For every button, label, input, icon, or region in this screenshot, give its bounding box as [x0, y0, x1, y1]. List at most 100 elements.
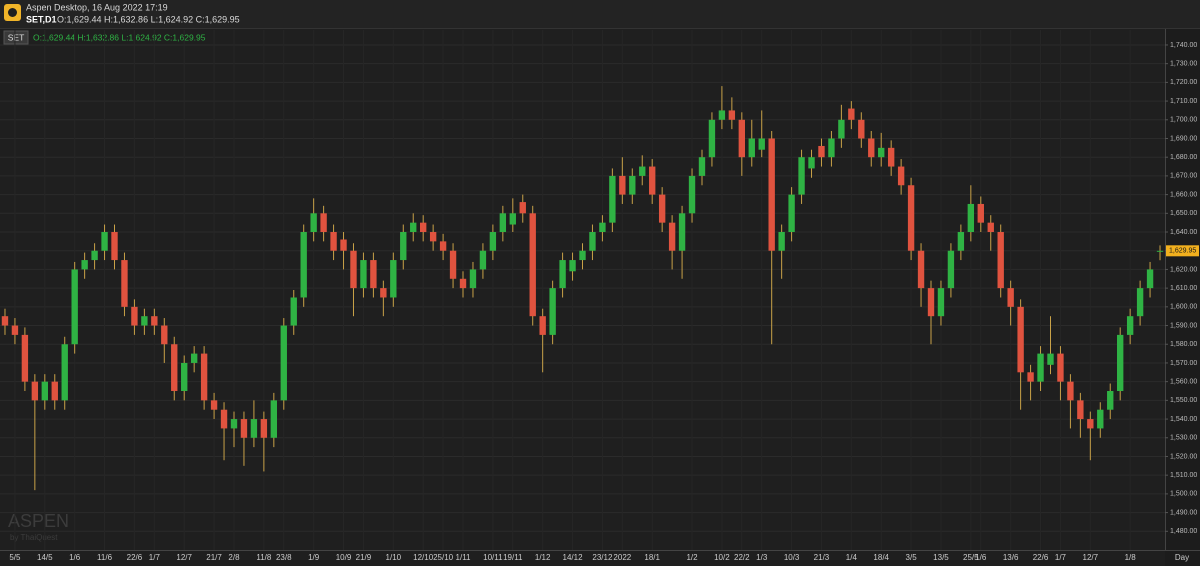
candle-body: [290, 297, 297, 326]
app-icon-mark: [8, 8, 17, 17]
x-tick-label: 1/7: [1055, 553, 1067, 562]
y-tick-label: 1,700.00: [1170, 117, 1197, 124]
candle-body: [977, 203, 984, 223]
x-tick-label: 13/6: [1003, 553, 1019, 562]
candle-body: [559, 260, 566, 289]
x-tick-label: 10/11: [483, 553, 503, 562]
x-tick-label: 1/6: [975, 553, 987, 562]
candle-body: [589, 232, 596, 251]
candle-body: [370, 260, 377, 289]
candle-body: [848, 108, 855, 120]
candle-body: [1067, 381, 1074, 401]
candle-body: [818, 145, 825, 158]
candle-body: [469, 269, 477, 289]
candle-body: [439, 241, 447, 251]
y-tick-label: 1,560.00: [1170, 378, 1197, 385]
x-tick-label: 11/6: [97, 553, 113, 562]
candle-body: [300, 232, 307, 298]
candle-body: [728, 110, 736, 120]
candle-body: [1017, 306, 1024, 373]
y-tick-label: 1,570.00: [1170, 360, 1197, 367]
candle-body: [340, 239, 347, 251]
y-tick-label: 1,710.00: [1170, 98, 1197, 105]
y-tick-label: 1,670.00: [1170, 173, 1197, 180]
last-price-label: 1,629.95: [1169, 248, 1196, 255]
candle-body: [61, 344, 68, 401]
watermark-brand: ASPEN: [8, 511, 69, 531]
y-tick-label: 1,500.00: [1170, 491, 1197, 498]
candle-body: [788, 194, 795, 233]
candle-body: [1077, 400, 1084, 420]
y-tick-label: 1,520.00: [1170, 453, 1197, 460]
window-title: Aspen Desktop, 16 Aug 2022 17:19: [26, 2, 168, 12]
candle-body: [947, 250, 955, 289]
candle-body: [51, 381, 58, 401]
candle-body: [250, 419, 258, 438]
candle-body: [1136, 288, 1144, 317]
candle-body: [878, 147, 885, 158]
candle-body: [181, 362, 188, 392]
x-tick-label: 22/6: [1033, 553, 1049, 562]
x-tick-label: 11/8: [256, 553, 272, 562]
x-tick-label: 12/7: [176, 553, 192, 562]
y-tick-label: 1,740.00: [1170, 42, 1197, 49]
x-tick-label: 18/1: [644, 553, 660, 562]
candle-body: [1156, 250, 1164, 252]
candle-body: [1, 316, 9, 326]
candle-body: [111, 232, 118, 261]
candle-body: [81, 260, 88, 270]
candle-body: [200, 353, 208, 401]
y-tick-label: 1,530.00: [1170, 435, 1197, 442]
candle-body: [619, 175, 626, 195]
candle-body: [11, 325, 19, 335]
candle-body: [151, 316, 158, 326]
x-tick-label: 22/6: [127, 553, 143, 562]
y-tick-label: 1,640.00: [1170, 229, 1197, 236]
candle-body: [220, 409, 228, 429]
candle-body: [668, 222, 676, 251]
candle-body: [270, 400, 278, 438]
candle-body: [987, 222, 994, 233]
candle-body: [161, 325, 168, 345]
candle-body: [549, 288, 556, 335]
candle-body: [489, 232, 497, 251]
candle-body: [400, 232, 407, 261]
candle-body: [658, 194, 666, 223]
candle-body: [41, 381, 48, 401]
candle-body: [579, 250, 586, 261]
series-label: SET: [8, 32, 25, 42]
candle-body: [350, 250, 357, 289]
candle-body: [808, 157, 815, 169]
candle-body: [688, 175, 696, 214]
candle-body: [698, 157, 706, 176]
candle-body: [1037, 353, 1044, 382]
candle-body: [131, 306, 138, 326]
candle-body: [360, 260, 367, 289]
candle-body: [171, 344, 178, 392]
x-tick-label: 2022: [613, 553, 631, 562]
x-tick-label: 10/3: [784, 553, 800, 562]
x-tick-label: 18/4: [873, 553, 889, 562]
candle-body: [758, 138, 765, 150]
symbol: SET,D1: [26, 14, 57, 24]
candle-body: [937, 288, 945, 317]
candle-body: [768, 138, 775, 251]
candle-body: [230, 419, 238, 429]
legend-ohlc: O:1,629.44 H:1,632.86 L:1,624.92 C:1,629…: [33, 32, 206, 42]
x-tick-label: 3/5: [906, 553, 918, 562]
candle-body: [21, 334, 29, 382]
candle-body: [798, 157, 805, 195]
candle-body: [190, 353, 198, 363]
candle-body: [1047, 353, 1054, 365]
candle-body: [927, 288, 935, 317]
candle-body: [101, 232, 108, 251]
candle-body: [967, 203, 975, 233]
candle-body: [71, 269, 78, 345]
x-tick-label: 1/3: [756, 553, 768, 562]
x-tick-label: 1/7: [149, 553, 161, 562]
x-tick-label: 21/9: [356, 553, 372, 562]
y-tick-label: 1,590.00: [1170, 322, 1197, 329]
y-axis-area: [1165, 29, 1200, 566]
